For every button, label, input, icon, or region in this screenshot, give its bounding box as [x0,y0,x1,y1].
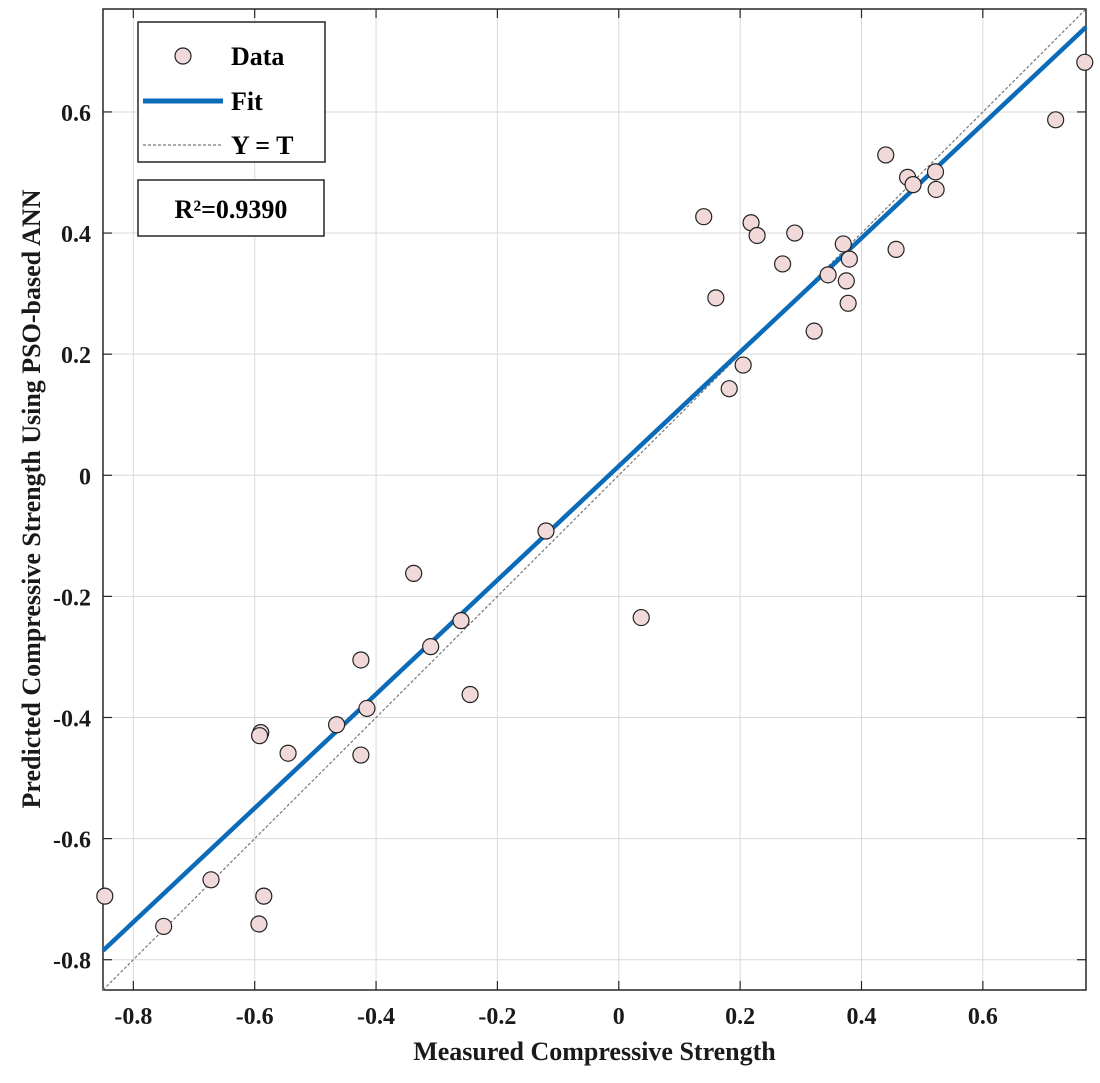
axis-ticks: -0.8 -0.6 -0.4 -0.2 0 0.2 0.4 0.6 -0.8 -0.6 -0.4 -0… [53,9,1086,1030]
data-point [250,727,269,745]
legend-label-fit: Fit [231,87,263,116]
legend: Data Fit Y = T [137,21,326,163]
fit-line [101,25,1088,953]
data-point [927,180,945,199]
y-tick-label: 0.2 [61,343,91,369]
data-point [805,322,823,340]
x-axis-label: Measured Compressive Strength [413,1037,776,1066]
data-point [422,638,440,656]
x-tick-label: 0.6 [968,1004,998,1030]
data-point [877,146,895,164]
identity-line [102,8,1087,991]
data-point [839,294,857,312]
data-point [786,224,804,242]
y-tick-label: -0.6 [53,828,91,854]
data-point [887,240,905,259]
data-point [1047,111,1065,129]
data-point [819,266,837,284]
data-point [926,163,945,181]
data-point [155,917,173,936]
y-tick-label: -0.8 [53,949,91,975]
data-point [452,612,470,630]
data-point [352,651,370,669]
r2-value: R²=0.9390 [175,195,288,224]
plot-area-frame [102,8,1087,991]
data-point [352,746,370,764]
data-point [250,915,268,933]
grid [103,9,1086,990]
x-tick-label: -0.8 [114,1004,152,1030]
x-tick-label: -0.6 [236,1004,274,1030]
legend-box [137,21,326,163]
series-layer [96,8,1094,991]
data-point [837,272,855,290]
data-point [328,716,346,734]
data-point [255,887,273,905]
r2-annotation: R²=0.9390 [137,179,325,237]
data-point [537,522,555,540]
legend-marker-data [174,47,192,65]
y-tick-label: 0 [79,464,91,490]
y-axis-label: Predicted Compressive Strength Using PSO… [17,189,46,808]
data-point [774,255,792,273]
data-point [405,564,423,582]
data-point [904,176,922,194]
y-tick-label: 0.4 [61,222,91,248]
data-point [461,685,479,704]
data-point [632,608,650,627]
x-tick-label: 0.4 [846,1004,876,1030]
data-point [748,226,766,245]
legend-label-yt: Y = T [231,131,294,160]
data-point [358,699,376,718]
data-point [834,235,852,253]
data-point [1076,53,1094,71]
data-point [279,744,297,762]
r2-box [137,179,325,237]
x-tick-label: -0.4 [357,1004,395,1030]
data-point [840,250,858,268]
data-point [720,380,738,398]
legend-label-data: Data [231,42,284,71]
y-tick-label: -0.2 [53,585,91,611]
x-tick-label: -0.2 [478,1004,516,1030]
x-tick-label: 0 [613,1004,625,1030]
y-tick-label: 0.6 [61,101,91,127]
x-tick-label: 0.2 [725,1004,755,1030]
data-point [96,887,114,905]
data-point [202,871,220,889]
data-point [707,289,725,307]
data-point [734,356,752,374]
data-point [695,208,713,226]
y-tick-label: -0.4 [53,707,91,733]
